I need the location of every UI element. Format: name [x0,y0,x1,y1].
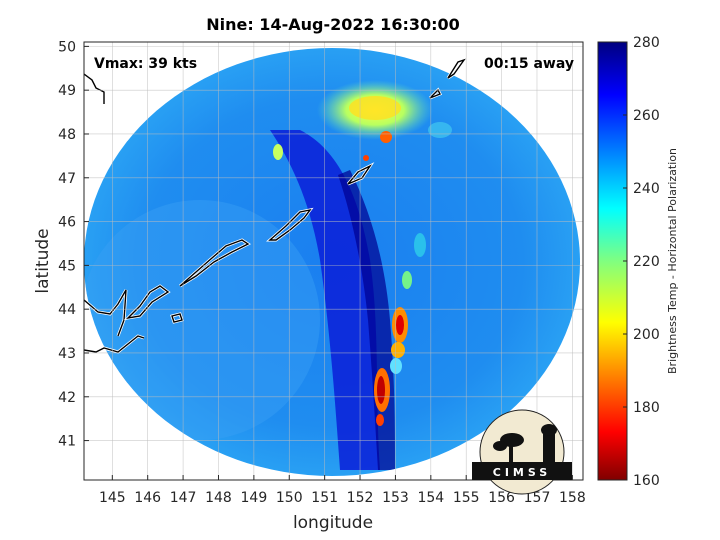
axes-frame [83,41,584,481]
x-tick-label: 154 [417,490,444,506]
y-tick-label: 42 [58,390,76,406]
x-tick-label: 152 [347,490,374,506]
x-tick-label: 155 [453,490,480,506]
x-tick-label: 149 [241,490,268,506]
colorbar-tick-label: 260 [633,108,660,124]
y-tick-label: 46 [58,215,76,231]
x-tick-label: 157 [524,490,551,506]
colorbar-tick-label: 280 [633,35,660,51]
x-tick-label: 153 [382,490,409,506]
x-tick-label: 146 [134,490,161,506]
y-tick-label: 49 [58,83,76,99]
y-tick-labels: 41 42 43 44 45 46 47 48 49 50 [58,39,76,449]
y-tick-label: 43 [58,346,76,362]
y-tick-label: 41 [58,434,76,450]
y-axis-label: latitude [33,228,53,293]
cimss-logo: CIMSS [472,409,572,495]
x-tick-label: 147 [170,490,197,506]
brightness-temperature-swath [84,48,580,476]
y-tick-label: 44 [58,302,76,318]
x-tick-label: 145 [99,490,126,506]
convective-cells [273,131,412,426]
colorbar-tick-label: 240 [633,181,660,197]
x-tick-label: 150 [276,490,303,506]
cimss-logo-text: CIMSS [493,466,551,479]
x-tick-label: 148 [205,490,232,506]
y-tick-label: 45 [58,258,76,274]
gridlines [84,42,583,480]
y-tick-label: 50 [58,39,76,55]
x-tick-label: 156 [488,490,515,506]
colorbar-tick-label: 160 [633,473,660,489]
chart-title: Nine: 14-Aug-2022 16:30:00 [206,15,460,34]
vmax-annotation: Vmax: 39 kts [94,56,197,72]
x-tick-labels: 145 146 147 148 149 150 151 152 153 154 155 156 157 1… [99,490,586,506]
time-away-annotation: 00:15 away [484,56,574,72]
colorbar-label: Brightness Temp - Horizontal Polarizatio… [666,148,679,374]
colorbar-tick-label: 200 [633,327,660,343]
y-tick-label: 48 [58,127,76,143]
colorbar-tick-label: 220 [633,254,660,270]
x-tick-label: 158 [559,490,586,506]
colorbar [597,41,628,481]
coastlines [84,57,468,354]
x-axis-label: longitude [293,513,373,533]
x-tick-label: 151 [311,490,338,506]
colorbar-tick-label: 180 [633,400,660,416]
y-tick-label: 47 [58,171,76,187]
colorbar-tick-labels: 160 180 200 220 240 260 280 [623,35,660,489]
